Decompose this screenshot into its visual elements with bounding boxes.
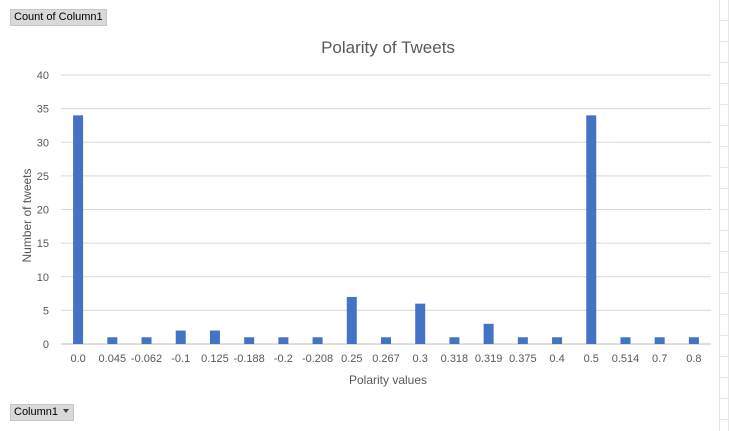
x-tick-label: -0.208 [302,353,333,365]
bar[interactable] [381,337,391,344]
x-tick-label: 0.514 [612,353,640,365]
x-tick-label: -0.2 [274,353,293,365]
axis-field-label: Column1 [14,406,59,418]
y-tick-label: 0 [43,339,49,351]
y-tick-label: 20 [37,205,49,217]
bar[interactable] [415,303,426,344]
worksheet-gridlines [719,0,728,431]
bar[interactable] [278,337,289,344]
bar[interactable] [141,337,152,344]
x-tick-label: -0.1 [171,353,190,365]
x-tick-label: -0.188 [234,353,265,365]
bar[interactable] [654,337,665,344]
x-tick-label: 0.7 [652,353,667,365]
x-tick-label: 0.267 [372,353,400,365]
axis-field-button[interactable]: Column1 [10,404,75,421]
y-tick-label: 15 [37,238,49,250]
bar[interactable] [209,330,220,344]
x-tick-label: 0.125 [201,353,229,365]
bar[interactable] [449,337,460,344]
x-tick-label: 0.5 [584,353,599,365]
values-field-button[interactable]: Count of Column1 [10,9,107,26]
x-tick-label: 0.375 [509,353,537,365]
y-tick-label: 30 [37,137,49,149]
x-tick-label: 0.8 [686,353,701,365]
x-axis-title: Polarity values [349,373,427,387]
x-tick-label: 0.3 [413,353,428,365]
y-tick-label: 25 [37,171,49,183]
bar[interactable] [107,337,118,344]
bar[interactable] [586,115,597,344]
bar[interactable] [517,337,528,344]
x-tick-label: 0.319 [475,353,503,365]
bar[interactable] [175,330,186,344]
x-tick-label: 0.045 [99,353,127,365]
y-tick-label: 5 [43,305,49,317]
bar[interactable] [346,296,357,344]
x-tick-label: 0.0 [70,353,85,365]
y-tick-label: 40 [37,70,49,82]
bar[interactable] [620,337,631,344]
chevron-down-icon[interactable] [63,409,70,414]
bar[interactable] [552,337,563,344]
y-axis-title: Number of tweets [20,168,34,262]
values-field-label: Count of Column1 [14,11,103,23]
chart-title: Polarity of Tweets [321,38,455,57]
y-tick-label: 35 [37,104,49,116]
x-tick-label: 0.4 [549,353,564,365]
bar[interactable] [73,115,84,344]
y-tick-label: 10 [37,272,49,284]
bar[interactable] [312,337,323,344]
bar[interactable] [244,337,255,344]
x-tick-label: -0.062 [131,353,162,365]
x-tick-label: 0.25 [341,353,362,365]
x-tick-label: 0.318 [441,353,469,365]
bar[interactable] [688,337,699,344]
bar[interactable] [483,323,494,344]
